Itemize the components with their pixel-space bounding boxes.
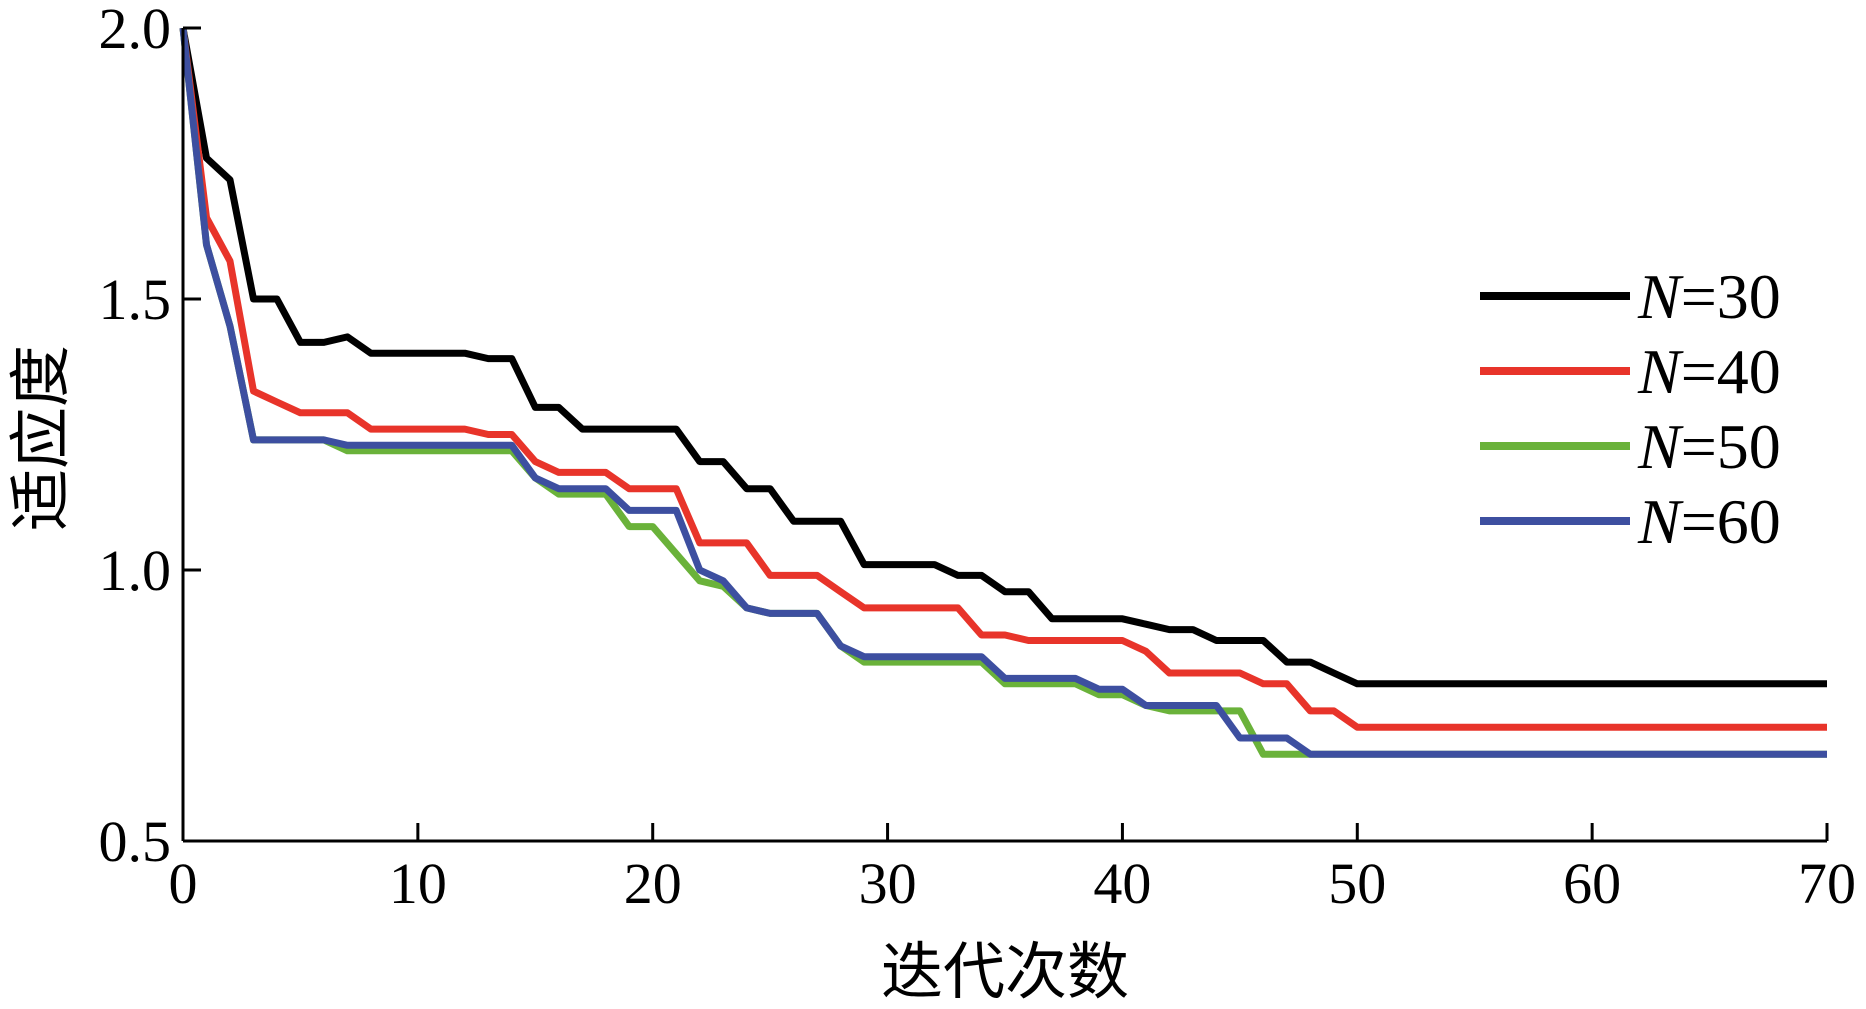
legend: N=30N=40N=50N=60 [1480, 261, 1781, 557]
x-tick-label: 20 [624, 851, 682, 916]
x-tick-label: 70 [1798, 851, 1856, 916]
y-tick-label: 0.5 [99, 809, 172, 874]
y-axis-title: 适应度 [4, 345, 77, 531]
y-tick-label: 1.5 [99, 267, 172, 332]
legend-label-value: =50 [1681, 411, 1781, 482]
series-line-3 [179, 27, 1827, 758]
legend-label-0: N=30 [1637, 261, 1781, 332]
legend-label-variable: N [1637, 261, 1684, 332]
legend-label-variable: N [1637, 411, 1684, 482]
legend-label-2: N=50 [1637, 411, 1781, 482]
legend-label-value: =60 [1681, 486, 1781, 557]
series-line-1 [179, 27, 1827, 731]
series-line-0 [179, 27, 1827, 688]
series-line-2 [179, 27, 1827, 758]
legend-label-value: =30 [1681, 261, 1781, 332]
y-tick-label: 1.0 [99, 538, 172, 603]
series-layer [179, 27, 1827, 758]
ticks: 0 10 20 30 40 50 60 70 0.5 1.0 1.5 2.0 [99, 0, 1857, 916]
x-tick-label: 10 [389, 851, 447, 916]
legend-label-value: =40 [1681, 336, 1781, 407]
axes [181, 28, 1827, 843]
legend-label-variable: N [1637, 336, 1684, 407]
y-tick-label: 2.0 [99, 0, 172, 61]
x-axis-title: 迭代次数 [881, 935, 1129, 1008]
legend-label-variable: N [1637, 486, 1684, 557]
legend-label-1: N=40 [1637, 336, 1781, 407]
x-tick-label: 30 [859, 851, 917, 916]
legend-label-3: N=60 [1637, 486, 1781, 557]
x-tick-label: 50 [1328, 851, 1386, 916]
x-tick-label: 60 [1563, 851, 1621, 916]
x-tick-label: 0 [169, 851, 198, 916]
x-tick-label: 40 [1093, 851, 1151, 916]
